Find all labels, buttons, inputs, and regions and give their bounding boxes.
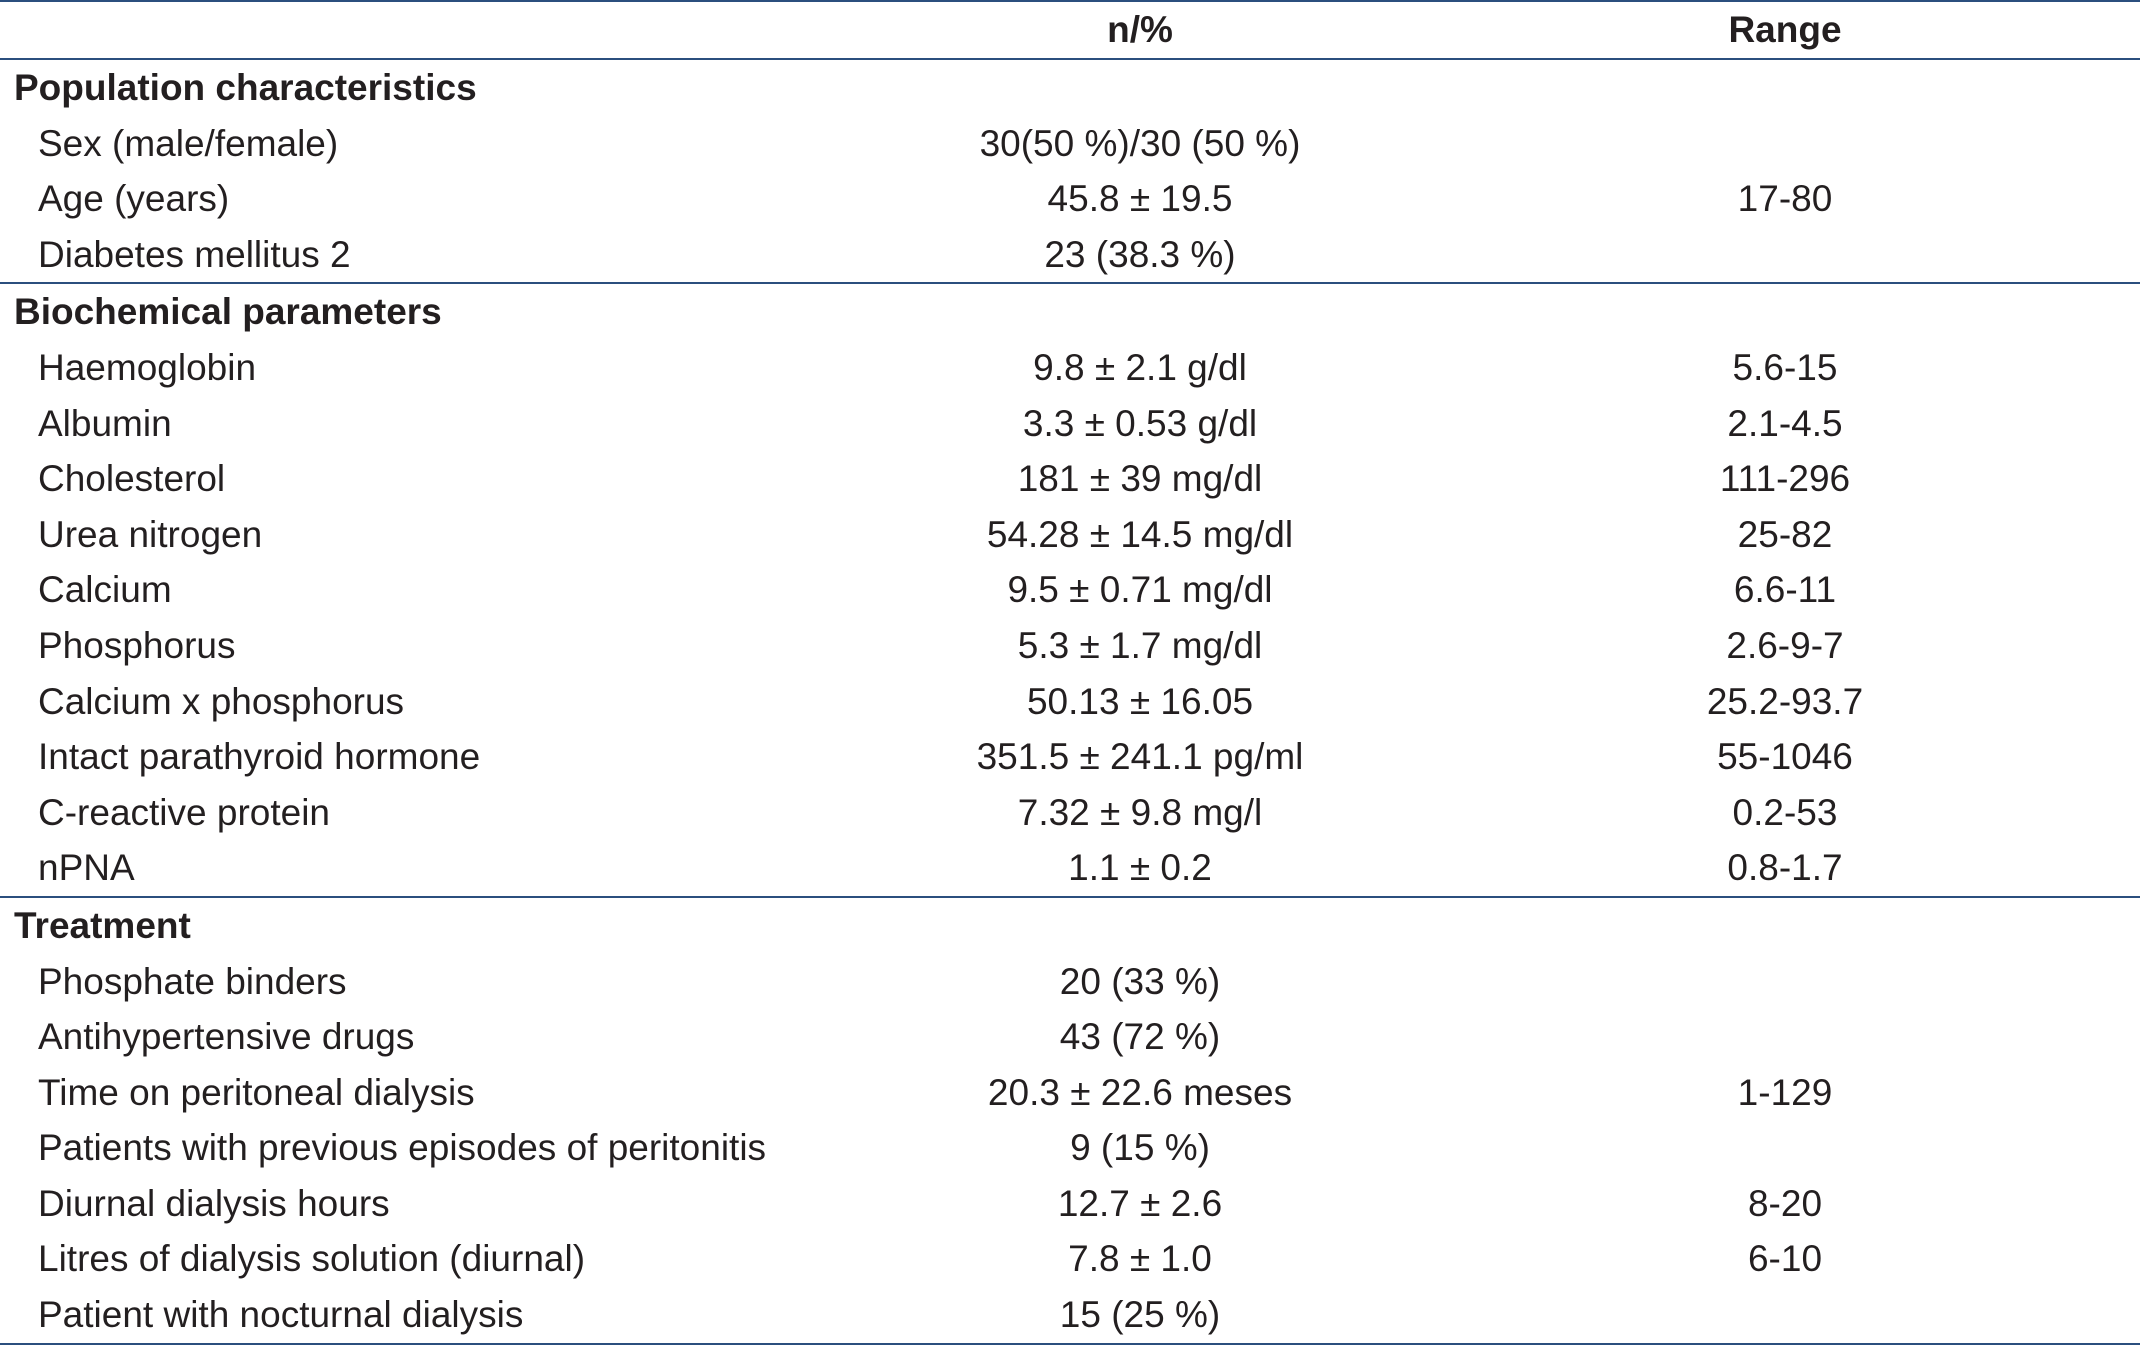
row-label: Diurnal dialysis hours [0, 1176, 850, 1232]
table-row: Antihypertensive drugs 43 (72 %) [0, 1009, 2140, 1065]
row-label: Diabetes mellitus 2 [0, 227, 850, 284]
row-label: Patient with nocturnal dialysis [0, 1287, 850, 1344]
row-label: Time on peritoneal dialysis [0, 1065, 850, 1121]
row-value: 9.5 ± 0.71 mg/dl [850, 562, 1430, 618]
table-row: Calcium x phosphorus 50.13 ± 16.05 25.2-… [0, 674, 2140, 730]
row-label: Patients with previous episodes of perit… [0, 1120, 850, 1176]
table-row: Diurnal dialysis hours 12.7 ± 2.6 8-20 [0, 1176, 2140, 1232]
table-row: Patient with nocturnal dialysis 15 (25 %… [0, 1287, 2140, 1344]
row-value: 23 (38.3 %) [850, 227, 1430, 284]
header-label-column [0, 1, 850, 59]
row-label: Cholesterol [0, 451, 850, 507]
row-label: Antihypertensive drugs [0, 1009, 850, 1065]
row-label: C-reactive protein [0, 785, 850, 841]
row-range: 6-10 [1430, 1231, 2140, 1287]
row-range: 2.1-4.5 [1430, 396, 2140, 452]
row-range: 6.6-11 [1430, 562, 2140, 618]
row-range: 111-296 [1430, 451, 2140, 507]
table-row: Albumin 3.3 ± 0.53 g/dl 2.1-4.5 [0, 396, 2140, 452]
row-label: Albumin [0, 396, 850, 452]
row-value: 45.8 ± 19.5 [850, 171, 1430, 227]
row-range [1430, 227, 2140, 284]
row-label: Urea nitrogen [0, 507, 850, 563]
table-row: Urea nitrogen 54.28 ± 14.5 mg/dl 25-82 [0, 507, 2140, 563]
row-range: 2.6-9-7 [1430, 618, 2140, 674]
row-value: 15 (25 %) [850, 1287, 1430, 1344]
section-heading-row: Population characteristics [0, 59, 2140, 116]
row-value: 3.3 ± 0.53 g/dl [850, 396, 1430, 452]
table-row: Cholesterol 181 ± 39 mg/dl 111-296 [0, 451, 2140, 507]
row-range: 0.8-1.7 [1430, 840, 2140, 897]
row-range: 25.2-93.7 [1430, 674, 2140, 730]
table-row: Litres of dialysis solution (diurnal) 7.… [0, 1231, 2140, 1287]
section-heading-row: Treatment [0, 897, 2140, 954]
row-range: 17-80 [1430, 171, 2140, 227]
row-range: 8-20 [1430, 1176, 2140, 1232]
section-title: Biochemical parameters [0, 283, 2140, 340]
table-row: Intact parathyroid hormone 351.5 ± 241.1… [0, 729, 2140, 785]
section-title: Treatment [0, 897, 2140, 954]
row-label: nPNA [0, 840, 850, 897]
row-value: 20 (33 %) [850, 954, 1430, 1010]
row-value: 1.1 ± 0.2 [850, 840, 1430, 897]
row-range: 0.2-53 [1430, 785, 2140, 841]
row-value: 30(50 %)/30 (50 %) [850, 116, 1430, 172]
row-value: 351.5 ± 241.1 pg/ml [850, 729, 1430, 785]
row-label: Calcium x phosphorus [0, 674, 850, 730]
table-row: Haemoglobin 9.8 ± 2.1 g/dl 5.6-15 [0, 340, 2140, 396]
row-value: 12.7 ± 2.6 [850, 1176, 1430, 1232]
row-label: Intact parathyroid hormone [0, 729, 850, 785]
row-label: Litres of dialysis solution (diurnal) [0, 1231, 850, 1287]
table-row: Age (years) 45.8 ± 19.5 17-80 [0, 171, 2140, 227]
row-label: Sex (male/female) [0, 116, 850, 172]
row-value: 7.32 ± 9.8 mg/l [850, 785, 1430, 841]
row-range: 25-82 [1430, 507, 2140, 563]
header-value-column: n/% [850, 1, 1430, 59]
row-range [1430, 1287, 2140, 1344]
row-value: 54.28 ± 14.5 mg/dl [850, 507, 1430, 563]
header-row: n/% Range [0, 1, 2140, 59]
row-range [1430, 954, 2140, 1010]
table-row: nPNA 1.1 ± 0.2 0.8-1.7 [0, 840, 2140, 897]
row-value: 9.8 ± 2.1 g/dl [850, 340, 1430, 396]
table-header: n/% Range [0, 1, 2140, 59]
row-range: 55-1046 [1430, 729, 2140, 785]
section-heading-row: Biochemical parameters [0, 283, 2140, 340]
row-range [1430, 116, 2140, 172]
section-title: Population characteristics [0, 59, 2140, 116]
row-label: Age (years) [0, 171, 850, 227]
row-value: 20.3 ± 22.6 meses [850, 1065, 1430, 1121]
row-value: 7.8 ± 1.0 [850, 1231, 1430, 1287]
row-value: 5.3 ± 1.7 mg/dl [850, 618, 1430, 674]
table-body: Population characteristics Sex (male/fem… [0, 59, 2140, 1344]
row-label: Haemoglobin [0, 340, 850, 396]
row-value: 50.13 ± 16.05 [850, 674, 1430, 730]
row-range [1430, 1009, 2140, 1065]
row-label: Phosphorus [0, 618, 850, 674]
row-range: 5.6-15 [1430, 340, 2140, 396]
table-row: Sex (male/female) 30(50 %)/30 (50 %) [0, 116, 2140, 172]
row-value: 43 (72 %) [850, 1009, 1430, 1065]
table-row: Patients with previous episodes of perit… [0, 1120, 2140, 1176]
row-label: Calcium [0, 562, 850, 618]
row-label: Phosphate binders [0, 954, 850, 1010]
row-range: 1-129 [1430, 1065, 2140, 1121]
table-row: Time on peritoneal dialysis 20.3 ± 22.6 … [0, 1065, 2140, 1121]
table-row: C-reactive protein 7.32 ± 9.8 mg/l 0.2-5… [0, 785, 2140, 841]
row-value: 9 (15 %) [850, 1120, 1430, 1176]
header-range-column: Range [1430, 1, 2140, 59]
row-value: 181 ± 39 mg/dl [850, 451, 1430, 507]
table-row: Calcium 9.5 ± 0.71 mg/dl 6.6-11 [0, 562, 2140, 618]
row-range [1430, 1120, 2140, 1176]
table-row: Diabetes mellitus 2 23 (38.3 %) [0, 227, 2140, 284]
table-row: Phosphorus 5.3 ± 1.7 mg/dl 2.6-9-7 [0, 618, 2140, 674]
table-row: Phosphate binders 20 (33 %) [0, 954, 2140, 1010]
